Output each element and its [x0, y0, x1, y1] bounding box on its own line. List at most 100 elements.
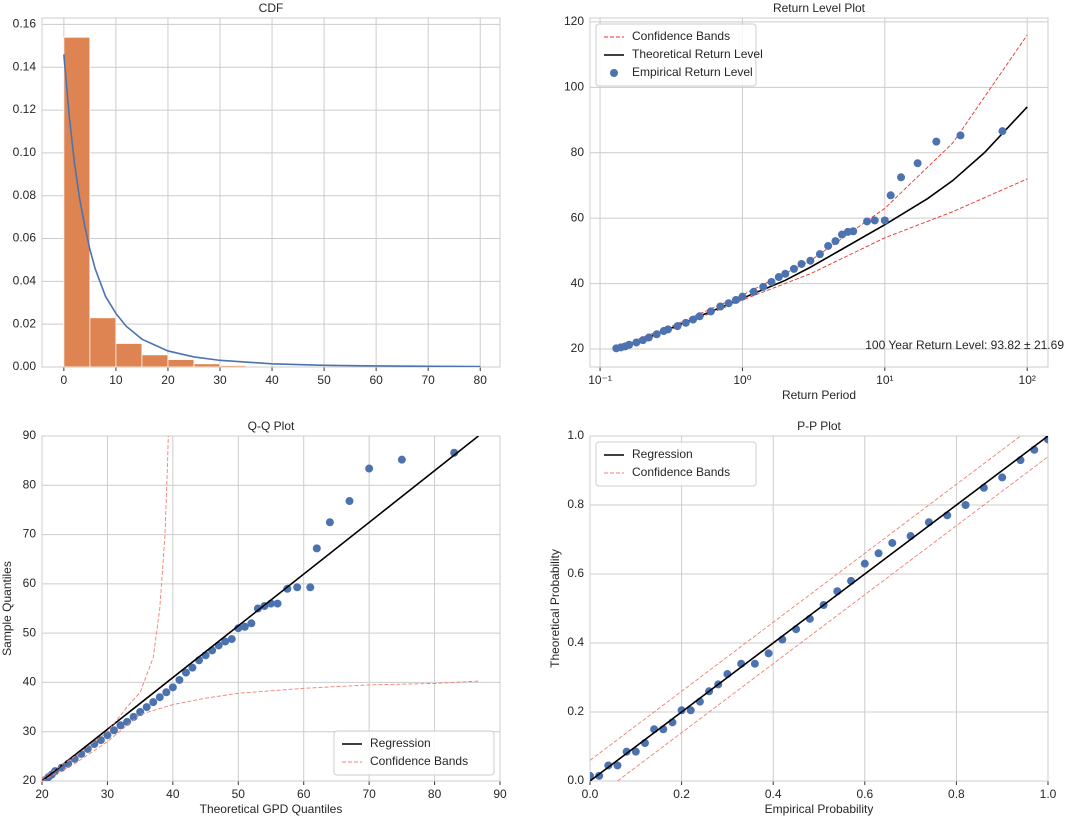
- x-tick-label: 20: [35, 787, 49, 801]
- point: [253, 604, 262, 613]
- y-tick-label: 60: [571, 210, 585, 224]
- point: [155, 693, 164, 702]
- x-tick-label: 0.2: [673, 787, 690, 801]
- x-tick-label: 30: [213, 373, 227, 387]
- point: [325, 518, 334, 527]
- y-tick-label: 0.8: [567, 497, 584, 511]
- point: [240, 622, 249, 631]
- legend-label: Theoretical Return Level: [632, 47, 763, 61]
- panel-title: CDF: [259, 1, 284, 15]
- point: [631, 747, 640, 756]
- point: [652, 330, 661, 339]
- point: [345, 497, 354, 506]
- x-tick-label: 70: [362, 787, 376, 801]
- point: [188, 663, 197, 672]
- point: [644, 333, 653, 342]
- line: [615, 106, 1028, 350]
- point: [312, 544, 321, 553]
- x-tick-label: 20: [161, 373, 175, 387]
- y-tick-label: 80: [23, 477, 37, 491]
- panel: Q-Q Plot 20 30 40 50 60 70 80 90 20 30 40 50 60 70 80 90…: [0, 419, 507, 816]
- x-tick-label: 70: [421, 373, 435, 387]
- legend-label: Confidence Bands: [370, 754, 468, 768]
- x-tick-label: 10⁰: [733, 373, 751, 387]
- point: [632, 338, 641, 347]
- y-tick-label: 0.6: [567, 566, 584, 580]
- x-tick-label: 30: [101, 787, 115, 801]
- point: [175, 675, 184, 684]
- point: [695, 312, 704, 321]
- annotation: 100 Year Return Level: 93.82 ± 21.69: [865, 338, 1064, 352]
- point: [913, 159, 922, 168]
- y-tick-label: 0.2: [567, 704, 584, 718]
- point: [168, 683, 177, 692]
- line: [63, 54, 481, 367]
- y-tick-label: 1.0: [567, 428, 584, 442]
- point: [767, 277, 776, 286]
- y-tick-label: 50: [23, 625, 37, 639]
- panel-title: P-P Plot: [797, 419, 841, 433]
- point: [781, 269, 790, 278]
- panel-title: Q-Q Plot: [248, 419, 295, 433]
- y-tick-label: 0.12: [13, 102, 37, 116]
- point: [142, 703, 151, 712]
- legend-label: Confidence Bands: [632, 465, 730, 479]
- y-tick-label: 60: [23, 576, 37, 590]
- point: [283, 584, 292, 593]
- x-tick-label: 0.6: [856, 787, 873, 801]
- point: [789, 264, 798, 273]
- point: [129, 712, 138, 721]
- axes-frame: [589, 435, 1049, 782]
- point: [998, 127, 1007, 136]
- point: [806, 256, 815, 265]
- x-tick-label: 60: [297, 787, 311, 801]
- point: [724, 299, 733, 308]
- x-tick-label: 1.0: [1040, 787, 1057, 801]
- point: [860, 559, 869, 568]
- legend-label: Confidence Bands: [632, 29, 730, 43]
- point: [897, 173, 906, 182]
- point: [961, 501, 970, 509]
- histogram-bar: [167, 359, 195, 367]
- point: [450, 448, 459, 457]
- point: [870, 216, 879, 225]
- x-tick-label: 80: [428, 787, 442, 801]
- point: [625, 340, 634, 349]
- legend-label: Regression: [632, 447, 693, 461]
- legend: Confidence Bands Theoretical Return Level…: [595, 23, 763, 87]
- y-tick-label: 40: [23, 675, 37, 689]
- plot-area: [42, 436, 481, 781]
- point: [136, 708, 145, 716]
- y-tick-label: 0.14: [13, 59, 37, 73]
- confidence-band: [42, 680, 481, 781]
- y-tick-label: 70: [23, 527, 37, 541]
- legend-marker: [610, 69, 618, 77]
- legend: Regression Confidence Bands: [595, 441, 757, 487]
- point: [759, 282, 768, 291]
- x-tick-label: 10²: [1019, 373, 1036, 387]
- y-axis-label: Theoretical Probability: [548, 549, 562, 668]
- point: [797, 259, 806, 268]
- point: [764, 649, 773, 658]
- point: [293, 583, 302, 592]
- x-axis-label: Empirical Probability: [765, 802, 874, 816]
- x-tick-label: 40: [265, 373, 279, 387]
- point: [208, 646, 217, 655]
- point: [622, 747, 631, 756]
- point: [886, 191, 895, 200]
- x-tick-label: 0.4: [765, 787, 782, 801]
- point: [162, 688, 171, 697]
- point: [677, 706, 686, 715]
- y-tick-label: 0.08: [13, 188, 37, 202]
- y-tick-label: 40: [571, 276, 585, 290]
- point: [932, 137, 941, 146]
- legend: Regression Confidence Bands: [333, 730, 495, 776]
- y-tick-label: 0.04: [13, 274, 37, 288]
- confidence-band: [42, 436, 169, 779]
- point: [849, 227, 858, 236]
- x-tick-label: 60: [369, 373, 383, 387]
- point: [149, 698, 158, 707]
- point: [750, 659, 759, 668]
- plot-area: [612, 34, 1028, 353]
- point: [365, 464, 374, 473]
